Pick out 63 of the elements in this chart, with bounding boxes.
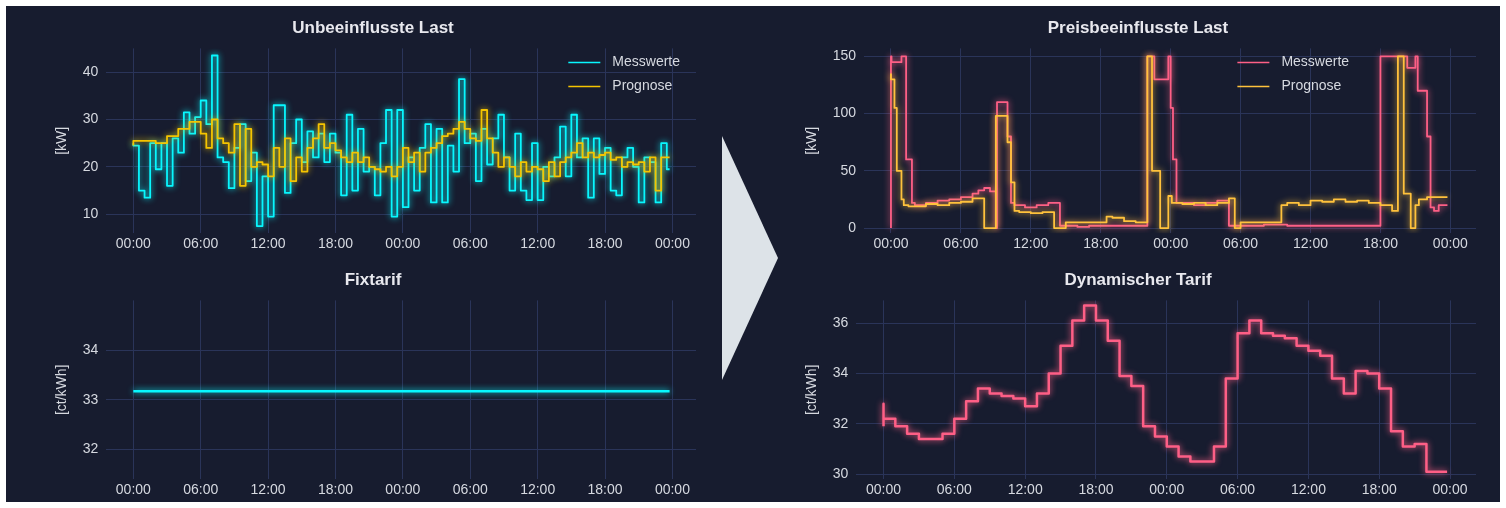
y-tick-label: 36 [832,313,849,330]
x-tick-label: 18:00 [1078,481,1114,498]
x-tick-label: 12:00 [1007,481,1043,498]
x-tick-label: 12:00 [520,481,556,498]
x-tick-label: 18:00 [1361,481,1397,498]
y-tick-label: 30 [832,465,849,482]
x-tick-label: 00:00 [1432,235,1469,252]
x-tick-label: 06:00 [183,481,219,498]
y-tick-label: 100 [832,104,857,121]
x-tick-label: 00:00 [654,481,691,498]
chart-title: Dynamischer Tarif [1064,269,1212,289]
chart-title: Fixtarif [344,269,402,289]
x-tick-label: 18:00 [1083,235,1119,252]
x-tick-label: 12:00 [250,481,286,498]
legend-label: Messwerte [612,53,681,70]
x-tick-label: 00:00 [385,481,421,498]
x-tick-label: 00:00 [1432,481,1468,498]
x-tick-label: 12:00 [1013,235,1049,252]
y-axis-title: [ct/kWh] [803,364,820,416]
chart-title: Unbeeinflusste Last [292,17,455,37]
x-tick-label: 00:00 [115,481,152,498]
y-axis-title: [kW] [803,126,820,155]
x-tick-label: 00:00 [385,235,421,252]
x-tick-label: 00:00 [115,235,152,252]
y-tick-label: 40 [82,62,99,79]
y-tick-label: 0 [848,218,857,235]
x-tick-label: 00:00 [654,235,691,252]
x-tick-label: 12:00 [1292,235,1329,252]
chart-title: Preisbeeinflusste Last [1047,17,1229,37]
legend-label: Messwerte [1281,53,1350,70]
x-tick-label: 06:00 [1223,235,1259,252]
x-tick-label: 12:00 [1290,481,1327,498]
x-tick-label: 00:00 [873,235,909,252]
legend-label: Prognose [1281,77,1342,94]
x-tick-label: 06:00 [943,235,979,252]
y-tick-label: 150 [832,47,857,64]
x-tick-label: 18:00 [587,481,623,498]
y-axis-title: [kW] [53,126,70,155]
x-tick-label: 12:00 [520,235,556,252]
x-tick-label: 12:00 [250,235,286,252]
x-tick-label: 06:00 [452,481,488,498]
y-tick-label: 30 [82,110,99,127]
y-tick-label: 33 [82,390,99,407]
x-tick-label: 18:00 [317,481,354,498]
y-axis-title: [ct/kWh] [53,364,70,416]
y-tick-label: 34 [82,340,99,357]
x-tick-label: 18:00 [587,235,623,252]
x-tick-label: 18:00 [317,235,354,252]
y-tick-label: 32 [832,414,849,431]
y-tick-label: 34 [832,364,849,381]
x-tick-label: 00:00 [1153,235,1189,252]
x-tick-label: 00:00 [865,481,902,498]
legend-label: Prognose [612,77,673,94]
x-tick-label: 00:00 [1149,481,1185,498]
x-tick-label: 06:00 [1220,481,1256,498]
x-tick-label: 06:00 [183,235,219,252]
x-tick-label: 06:00 [936,481,973,498]
x-tick-label: 18:00 [1362,235,1399,252]
y-tick-label: 10 [82,205,99,222]
y-tick-label: 20 [82,157,99,174]
x-tick-label: 06:00 [452,235,488,252]
y-tick-label: 32 [82,440,99,457]
y-tick-label: 50 [840,161,857,178]
